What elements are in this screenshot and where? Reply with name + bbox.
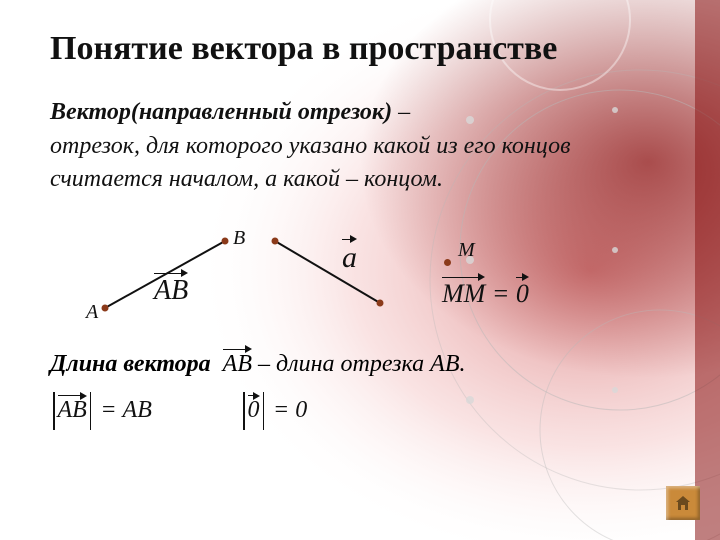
- label-vec-a: a: [342, 241, 357, 275]
- definition-body: отрезок, для которого указано какой из е…: [50, 133, 571, 193]
- point-a: [102, 304, 109, 311]
- label-b: B: [233, 227, 245, 250]
- definition-term: Вектор(направленный отрезок): [50, 99, 392, 125]
- point-m: [444, 259, 451, 266]
- slide-title: Понятие вектора в пространстве: [50, 30, 660, 68]
- length-term: Длина вектора: [50, 351, 211, 377]
- length-suffix: – длина отрезка AB.: [258, 351, 466, 377]
- label-a: A: [86, 301, 98, 324]
- point-a-start: [272, 237, 279, 244]
- formula-mag-zero: 0 = 0: [240, 392, 307, 430]
- formula-mag-ab: AB = AB: [50, 392, 152, 430]
- vector-diagram: A B AB a M MM = 0: [50, 223, 660, 333]
- point-a-end: [377, 299, 384, 306]
- length-definition: Длина вектора AB – длина отрезка AB.: [50, 351, 660, 378]
- segment-a: [275, 241, 380, 303]
- label-vec-mm: MM = 0: [442, 279, 529, 309]
- definition-text: Вектор(направленный отрезок) – отрезок, …: [50, 96, 660, 197]
- slide-content: Понятие вектора в пространстве Вектор(на…: [0, 0, 720, 540]
- point-b: [222, 237, 229, 244]
- definition-dash: –: [392, 99, 410, 125]
- formula-row: AB = AB 0 = 0: [50, 392, 660, 452]
- label-m: M: [458, 239, 475, 262]
- length-vec-ab: AB: [223, 351, 252, 378]
- label-vec-ab: AB: [154, 275, 188, 307]
